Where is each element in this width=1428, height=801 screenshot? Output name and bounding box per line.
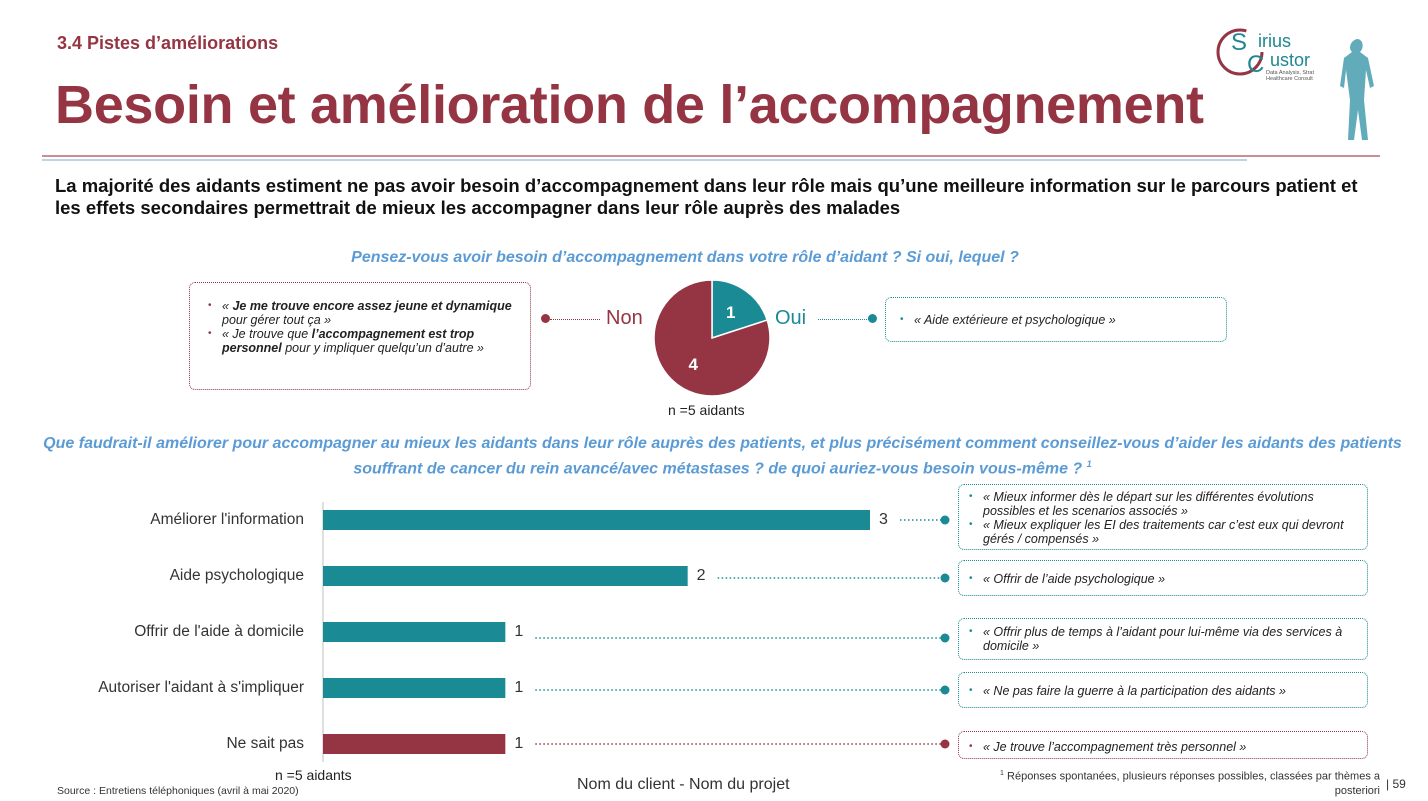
quote-item-oui-1: « Aide extérieure et psychologique » [892,313,1216,327]
connector-line-oui [818,319,873,320]
quote-box-non: « Je me trouve encore assez jeune et dyn… [189,282,531,390]
title-divider-blue [42,159,1247,161]
bar-2 [323,566,688,586]
bar-value-label-2: 2 [696,567,706,584]
bar-5 [323,734,506,754]
bar-question: Que faudrait-il améliorer pour accompagn… [43,435,1402,478]
quote-box-bar-3: « Offrir plus de temps à l’aidant pour l… [958,618,1368,660]
pie-label-oui: Oui [775,307,807,329]
quote-item-bar-5: « Je trouve l’accompagnement très person… [961,740,1357,754]
quote-item-non-2: « Je trouve que l’accompagnement est tro… [200,327,518,355]
svg-text:S: S [1231,29,1247,56]
bar-value-label-1: 3 [879,511,888,528]
page-title: Besoin et amélioration de l’accompagneme… [55,75,1204,135]
bar-3 [323,622,506,642]
quote-item-bar-1a: « Mieux informer dès le départ sur les d… [961,490,1357,518]
quote-box-bar-5: « Je trouve l’accompagnement très person… [958,731,1368,759]
pie-label-non: Non [606,307,643,329]
page-number: | 59 [1386,777,1406,791]
bar-connector-dot-1 [940,515,950,525]
connector-line-non [550,319,600,320]
company-logo: S C irius ustor Data Analysis, Strat Hea… [1214,20,1386,160]
bar-connector-dot-2 [940,573,950,583]
svg-text:C: C [1247,51,1264,78]
bar-category-label-1: Améliorer l'information [150,511,304,528]
bar-connector-dot-3 [940,633,950,643]
title-divider-red [42,155,1380,157]
bar-sample-size: n =5 aidants [275,767,352,783]
bar-value-label-4: 1 [514,679,524,696]
connector-dot-oui [868,314,877,323]
footnote: 1 Réponses spontanées, plusieurs réponse… [1000,770,1380,797]
logo-word-top: irius [1258,31,1292,51]
quote-item-bar-1b: « Mieux expliquer les EI des traitements… [961,518,1357,546]
logo-word-bottom: ustor [1270,50,1311,70]
pie-data-label-non: 4 [689,355,699,374]
pie-sample-size: n =5 aidants [668,402,745,418]
pie-question: Pensez-vous avoir besoin d’accompagnemen… [351,249,1019,266]
section-label: 3.4 Pistes d’améliorations [57,33,279,53]
quote-item-non-1: « Je me trouve encore assez jeune et dyn… [200,299,518,327]
source-note: Source : Entretiens téléphoniques (avril… [57,785,299,797]
bar-value-label-5: 1 [514,735,524,752]
bar-category-label-3: Offrir de l'aide à domicile [134,623,304,640]
bar-connector-dot-5 [940,739,950,749]
quote-box-oui: « Aide extérieure et psychologique » [885,297,1227,342]
headline: La majorité des aidants estiment ne pas … [55,175,1358,218]
bar-category-label-5: Ne sait pas [226,735,304,752]
logo-tagline-1: Data Analysis, Strat [1266,70,1314,76]
connector-dot-non [541,314,550,323]
logo-tagline-2: Healthcare Consult [1266,76,1313,82]
quote-item-bar-2: « Offrir de l’aide psychologique » [961,572,1357,586]
bar-category-label-2: Aide psychologique [169,567,304,584]
bar-4 [323,678,506,698]
pie-chart: 14 [653,279,771,397]
bar-1 [323,510,870,530]
quote-item-bar-4: « Ne pas faire la guerre à la participat… [961,684,1357,698]
quote-box-bar-2: « Offrir de l’aide psychologique » [958,560,1368,596]
quote-item-bar-3: « Offrir plus de temps à l’aidant pour l… [961,625,1357,653]
bar-connector-dot-4 [940,685,950,695]
quote-box-bar-1: « Mieux informer dès le départ sur les d… [958,484,1368,550]
pie-slice-oui [711,279,769,340]
bar-value-label-3: 1 [514,623,524,640]
quote-box-bar-4: « Ne pas faire la guerre à la participat… [958,672,1368,708]
pie-data-label-oui: 1 [726,303,735,322]
footer-project: Nom du client - Nom du projet [577,776,790,793]
logo-graphic: S C [1216,28,1374,140]
bar-category-label-4: Autoriser l'aidant à s'impliquer [98,679,304,696]
pie-slice-non [653,279,771,397]
